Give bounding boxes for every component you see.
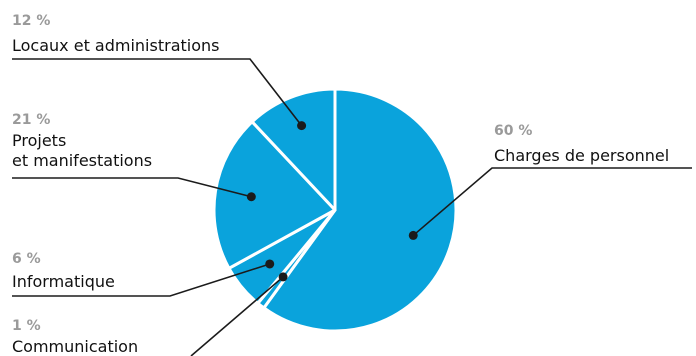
slice-labels: 12 % Locaux et administrations 60 % Char… bbox=[12, 13, 669, 356]
leader-line-communication bbox=[190, 276, 284, 356]
percent-label-locaux: 12 % bbox=[12, 13, 50, 29]
pie-slice-charges bbox=[262, 87, 458, 333]
percent-label-informatique: 6 % bbox=[12, 251, 41, 267]
leader-line-projets bbox=[12, 177, 252, 198]
pie-slice-projets bbox=[212, 120, 337, 270]
label-locaux: Locaux et administrations bbox=[12, 36, 219, 55]
pie-slice-locaux bbox=[250, 87, 337, 212]
percent-label-communication: 1 % bbox=[12, 318, 41, 334]
leader-lines bbox=[12, 58, 692, 356]
label-projets-line2: et manifestations bbox=[12, 151, 152, 170]
leader-dot-locaux bbox=[297, 121, 307, 131]
leader-line-informatique bbox=[12, 263, 270, 297]
pie-slices bbox=[212, 87, 458, 333]
label-charges: Charges de personnel bbox=[494, 146, 669, 165]
leader-line-locaux bbox=[12, 58, 303, 127]
leader-line-charges bbox=[412, 167, 692, 237]
leader-dot-communication bbox=[278, 272, 288, 282]
leader-dot-charges bbox=[408, 230, 418, 240]
label-informatique: Informatique bbox=[12, 272, 115, 291]
leader-dot-projets bbox=[246, 192, 256, 202]
label-communication: Communication bbox=[12, 337, 138, 356]
label-projets-line1: Projets bbox=[12, 131, 66, 150]
percent-label-projets: 21 % bbox=[12, 112, 50, 128]
percent-label-charges: 60 % bbox=[494, 123, 532, 139]
leader-dot-informatique bbox=[265, 259, 275, 269]
